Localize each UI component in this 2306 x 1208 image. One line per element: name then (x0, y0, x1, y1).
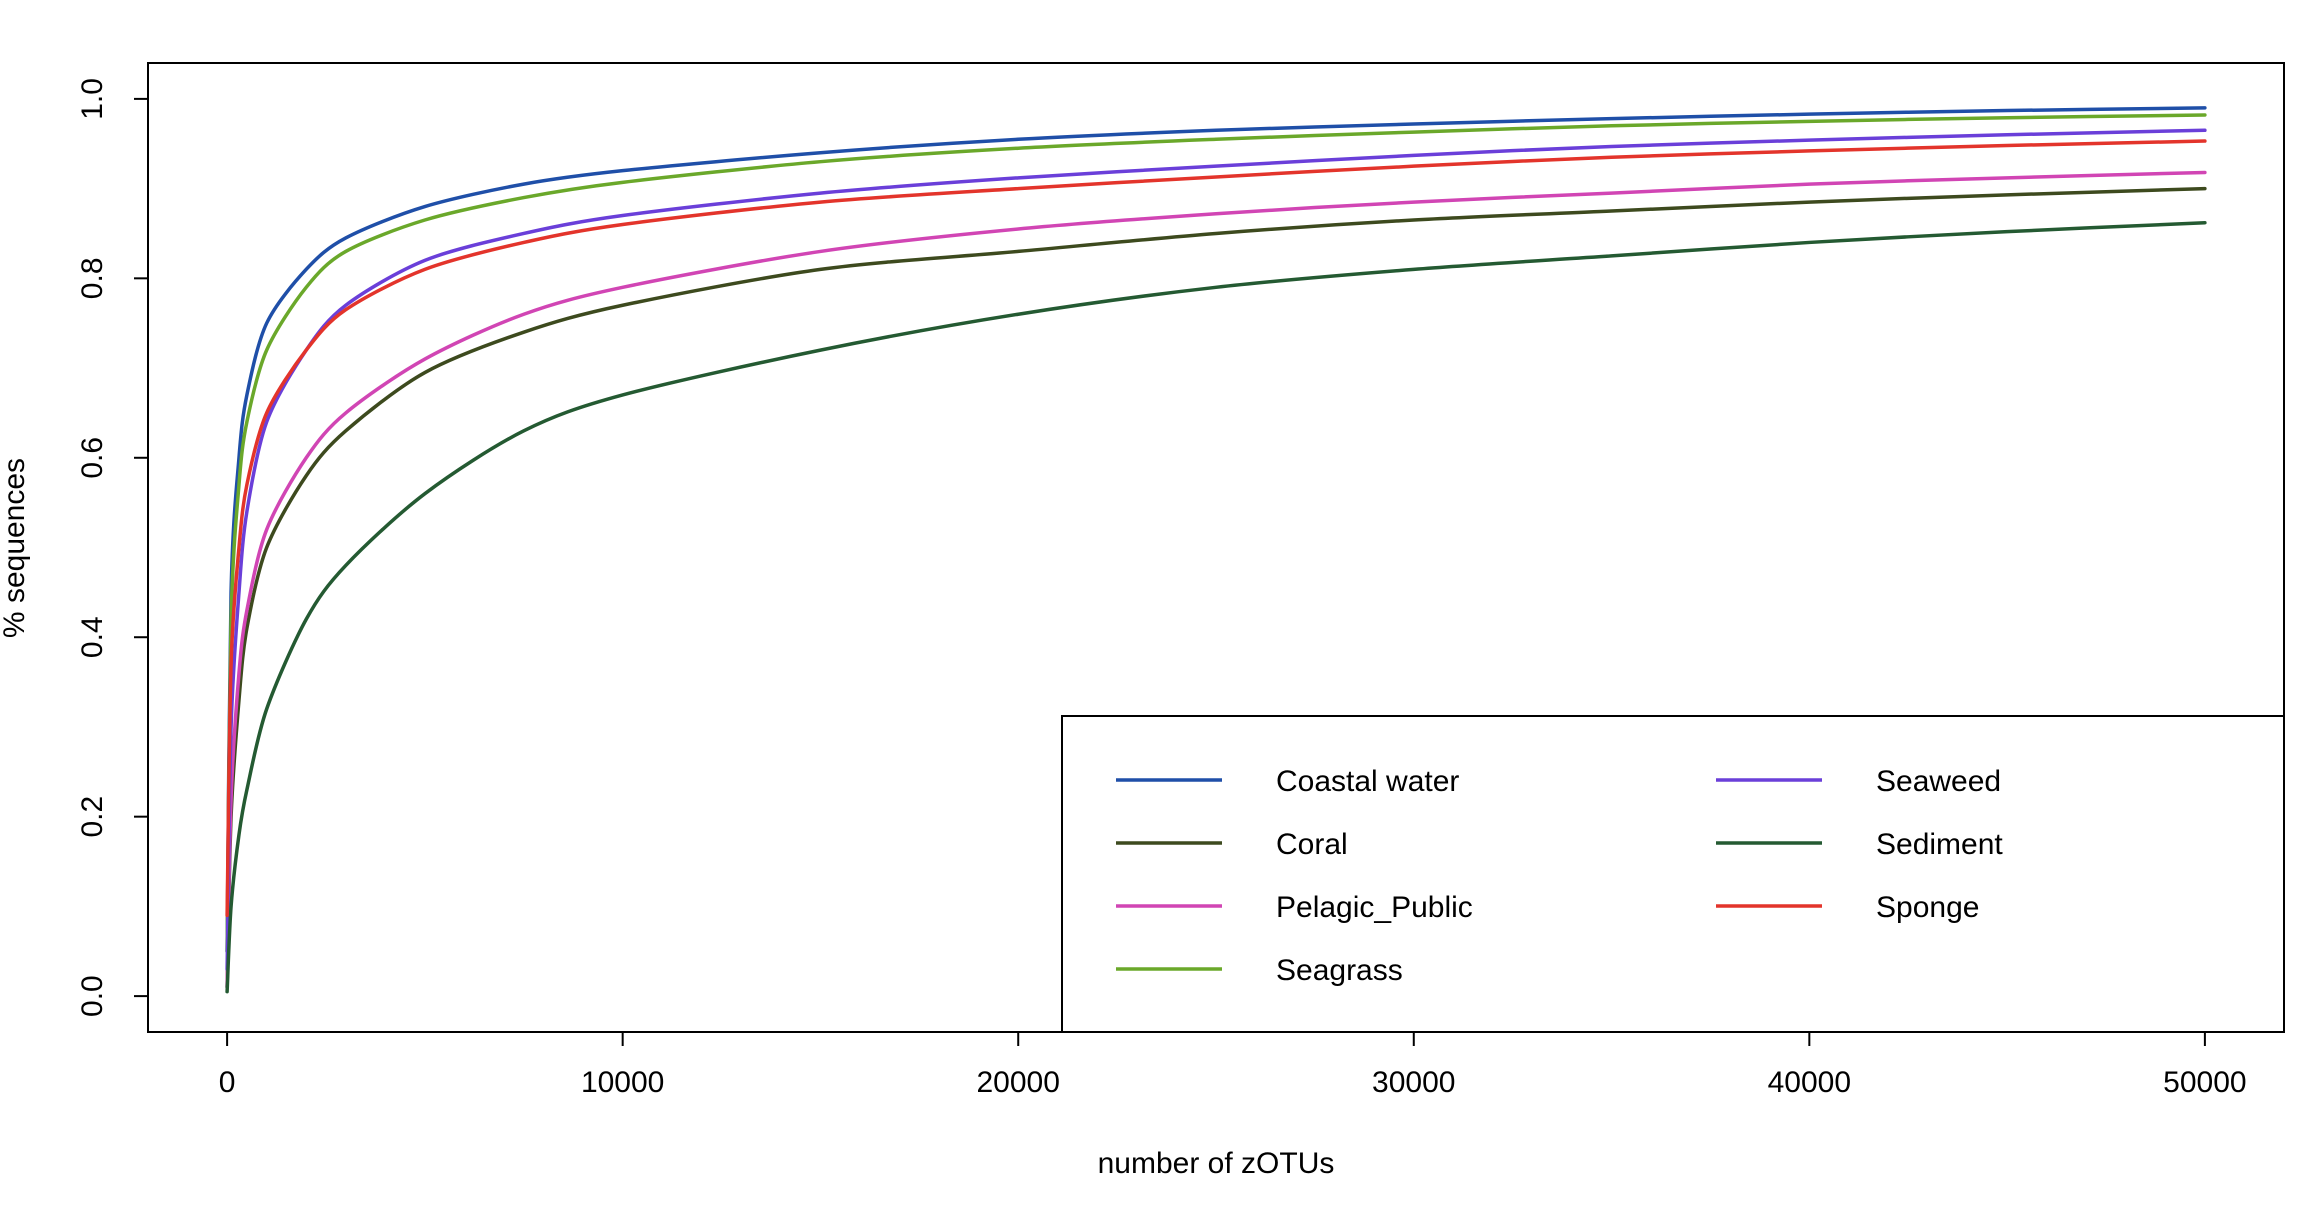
y-tick-label: 1.0 (76, 78, 109, 120)
series-line-sponge (225, 139, 2207, 918)
plot-area (225, 106, 2207, 994)
series-line-coral (225, 186, 2207, 989)
legend-label-seagrass: Seagrass (1276, 954, 1403, 987)
x-tick-label: 10000 (581, 1066, 664, 1099)
x-tick-label: 50000 (2163, 1066, 2246, 1099)
x-tick-label: 0 (219, 1066, 236, 1099)
y-tick-label: 0.4 (76, 616, 109, 658)
x-tick-label: 20000 (977, 1066, 1060, 1099)
y-axis-label: % sequences (0, 458, 31, 638)
legend-label-sediment: Sediment (1876, 828, 2003, 861)
y-tick-label: 0.2 (76, 796, 109, 838)
legend-box (1061, 715, 2285, 1033)
series-line-seagrass (225, 113, 2207, 953)
y-tick-label: 0.8 (76, 257, 109, 299)
series-line-coastal-water (225, 106, 2207, 953)
legend-label-seaweed: Seaweed (1876, 765, 2001, 798)
legend-label-coral: Coral (1276, 828, 1348, 861)
y-tick-label: 0.0 (76, 975, 109, 1017)
legend: Coastal water Coral Pelagic_Public Seagrass… (1061, 715, 2285, 1033)
legend-label-coastal-water: Coastal water (1276, 765, 1459, 798)
x-axis-label: number of zOTUs (1098, 1147, 1335, 1180)
series-line-sediment (225, 220, 2207, 994)
axes: 0 10000 20000 30000 40000 50000 0.0 0.2 0.4 0.6 0.… (0, 62, 2285, 1180)
y-tick-label: 0.6 (76, 437, 109, 479)
legend-label-pelagic-public: Pelagic_Public (1276, 891, 1473, 924)
x-tick-label: 40000 (1768, 1066, 1851, 1099)
legend-label-sponge: Sponge (1876, 891, 1979, 924)
series-line-seaweed (225, 128, 2207, 971)
x-tick-label: 30000 (1372, 1066, 1455, 1099)
series-line-pelagic-public (225, 170, 2207, 989)
